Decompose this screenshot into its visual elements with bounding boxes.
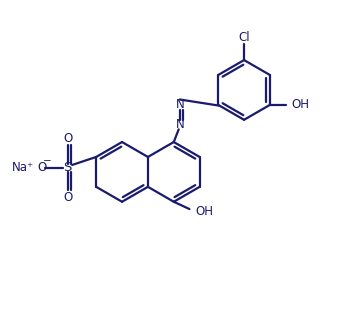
- Text: Cl: Cl: [238, 31, 250, 44]
- Text: O: O: [37, 161, 46, 174]
- Text: N: N: [175, 118, 184, 132]
- Text: O: O: [63, 132, 72, 145]
- Text: OH: OH: [291, 98, 309, 111]
- Text: S: S: [64, 161, 72, 174]
- Text: O: O: [63, 191, 72, 204]
- Text: N: N: [175, 99, 184, 111]
- Text: −: −: [43, 156, 52, 165]
- Text: OH: OH: [196, 205, 213, 218]
- Text: Na⁺: Na⁺: [11, 161, 34, 174]
